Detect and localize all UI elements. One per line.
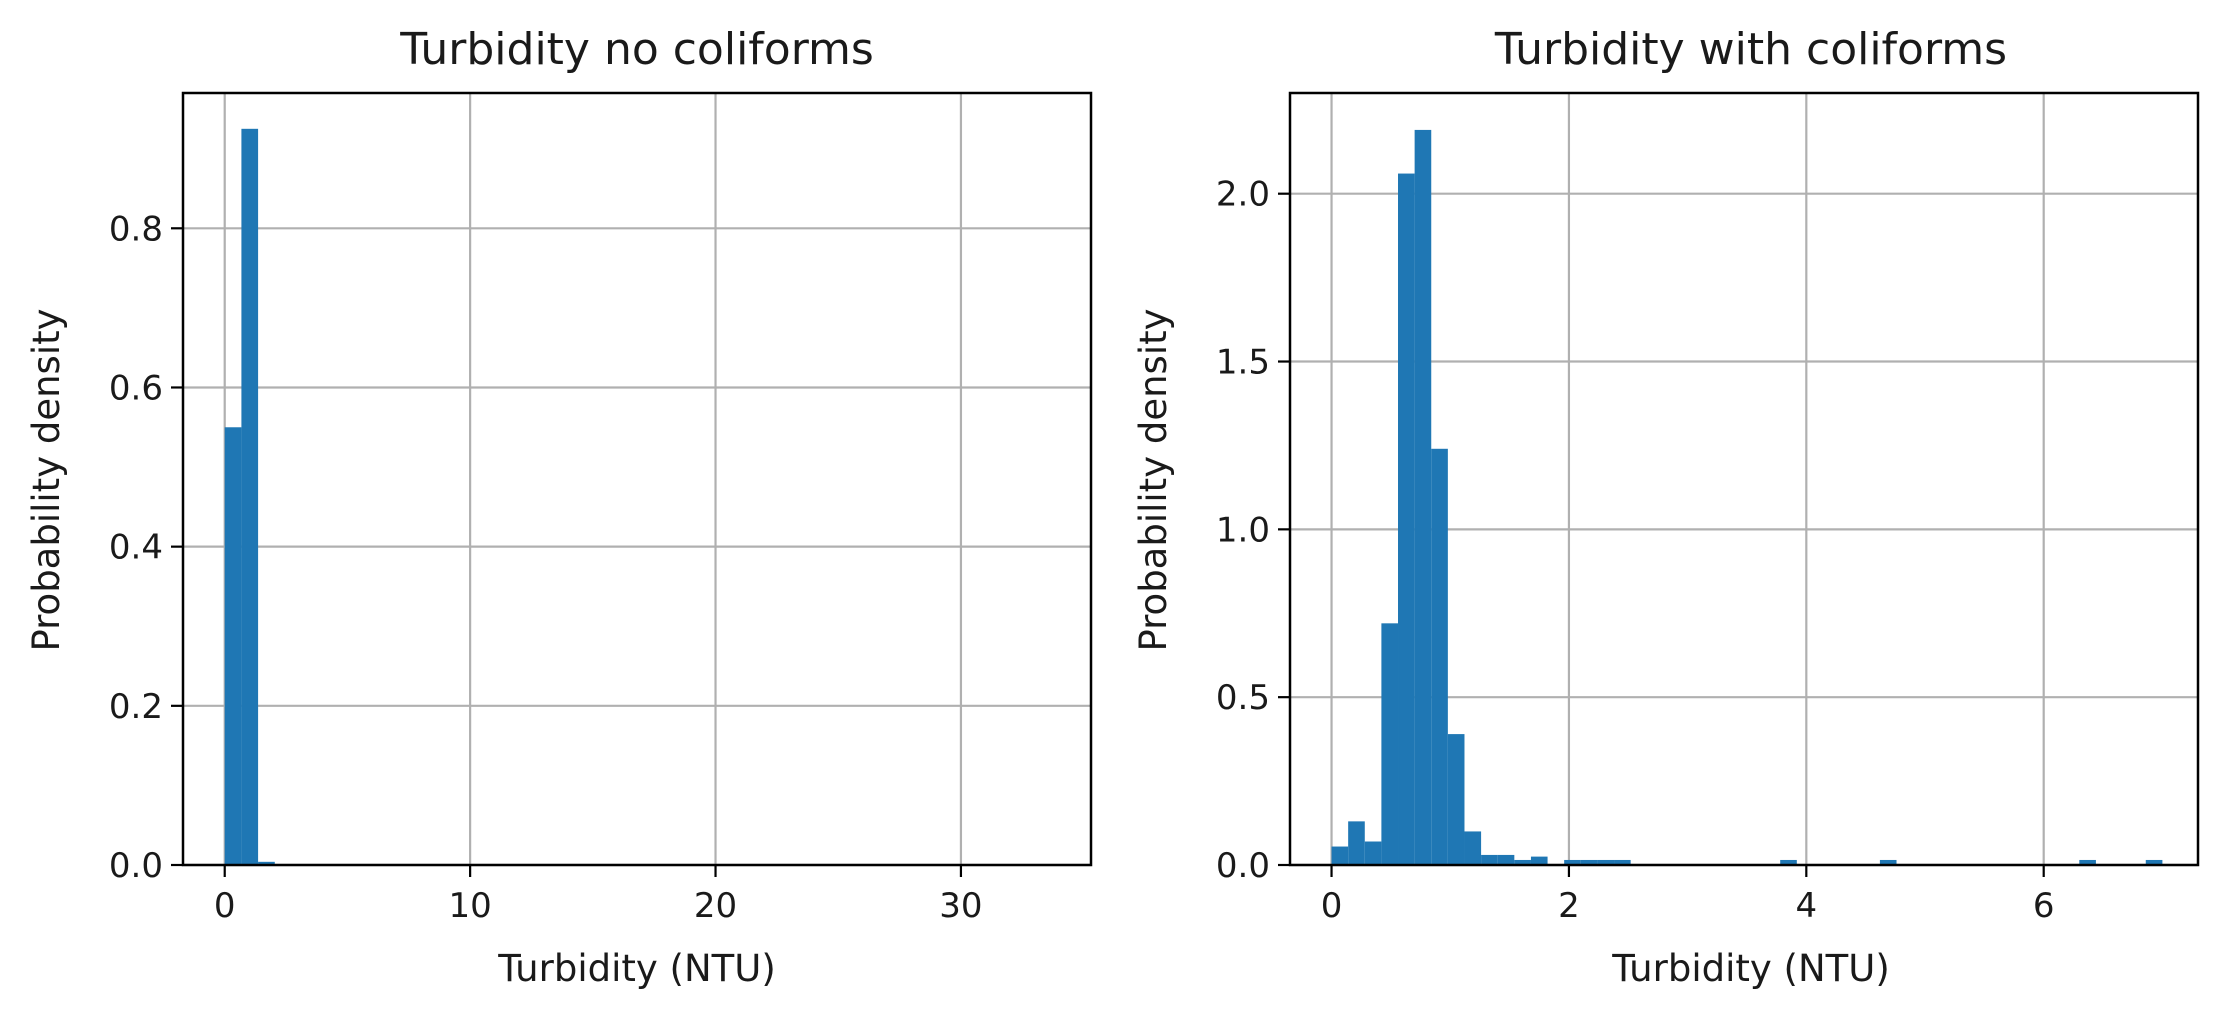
histogram-bar-right: [1879, 859, 1897, 865]
histogram-bar-right: [1464, 831, 1482, 865]
y-tick-label-left: 0.2: [109, 687, 163, 727]
histogram-bar-right: [1514, 859, 1531, 865]
histogram-bar-right: [1381, 623, 1399, 865]
histogram-bar-right: [1431, 448, 1448, 865]
histogram-bar-left: [241, 128, 259, 865]
histogram-bar-left: [258, 861, 275, 865]
y-tick-label-right: 1.5: [1216, 343, 1270, 383]
axes-frame-left: [181, 91, 1093, 867]
histogram-bar-right: [1331, 846, 1349, 865]
histogram-bar-right: [1597, 859, 1615, 865]
histogram-bar-right: [1530, 856, 1548, 865]
histogram-bar-right: [1564, 859, 1581, 865]
plot-area-right: 0 2 4 6 0.0 0.5 1.0 1.5 2.0: [1216, 91, 2200, 926]
y-axis-label-left: Probability density: [25, 308, 68, 651]
histogram-bar-right: [1414, 129, 1432, 865]
y-tick-label-right: 0.5: [1216, 678, 1270, 718]
y-tick-label-right: 0.0: [1216, 846, 1270, 886]
y-tick-label-right: 1.0: [1216, 510, 1270, 550]
y-tick-label-right: 2.0: [1216, 175, 1270, 215]
chart-title-right: Turbidity with coliforms: [1494, 24, 2007, 75]
axes-frame-right: [1288, 91, 2200, 867]
histogram-bar-right: [1497, 854, 1515, 865]
histogram-bar-right: [1447, 734, 1465, 865]
histogram-bar-right: [2079, 859, 2096, 865]
x-tick-label-left: 30: [939, 886, 982, 926]
y-tick-label-left: 0.0: [109, 846, 163, 886]
histogram-bar-right: [1364, 841, 1382, 865]
histogram-bar-right: [2145, 859, 2163, 865]
x-tick-label-right: 2: [1558, 886, 1580, 926]
histogram-bar-right: [1398, 173, 1415, 865]
y-tick-label-left: 0.8: [109, 209, 163, 249]
x-tick-label-left: 20: [694, 886, 737, 926]
x-tick-label-left: 10: [448, 886, 491, 926]
histogram-bar-right: [1614, 859, 1631, 865]
x-tick-label-right: 4: [1795, 886, 1817, 926]
x-tick-label-right: 6: [2033, 886, 2055, 926]
histogram-bar-right: [1780, 859, 1797, 865]
plot-area-left: 0 10 20 30 0.0 0.2 0.4 0.6 0.8: [109, 91, 1093, 926]
chart-title-left: Turbidity no coliforms: [399, 24, 874, 75]
histogram-bar-right: [1481, 854, 1498, 865]
histogram-bar-right: [1580, 859, 1598, 865]
x-axis-label-right: Turbidity (NTU): [1611, 947, 1890, 990]
x-tick-label-left: 0: [214, 886, 236, 926]
histogram-bar-right: [1348, 821, 1365, 865]
x-tick-label-right: 0: [1321, 886, 1343, 926]
histogram-bar-left: [224, 427, 242, 865]
x-axis-label-left: Turbidity (NTU): [497, 947, 776, 990]
y-tick-label-left: 0.4: [109, 528, 163, 568]
y-tick-label-left: 0.6: [109, 368, 163, 408]
y-axis-label-right: Probability density: [1132, 308, 1175, 651]
